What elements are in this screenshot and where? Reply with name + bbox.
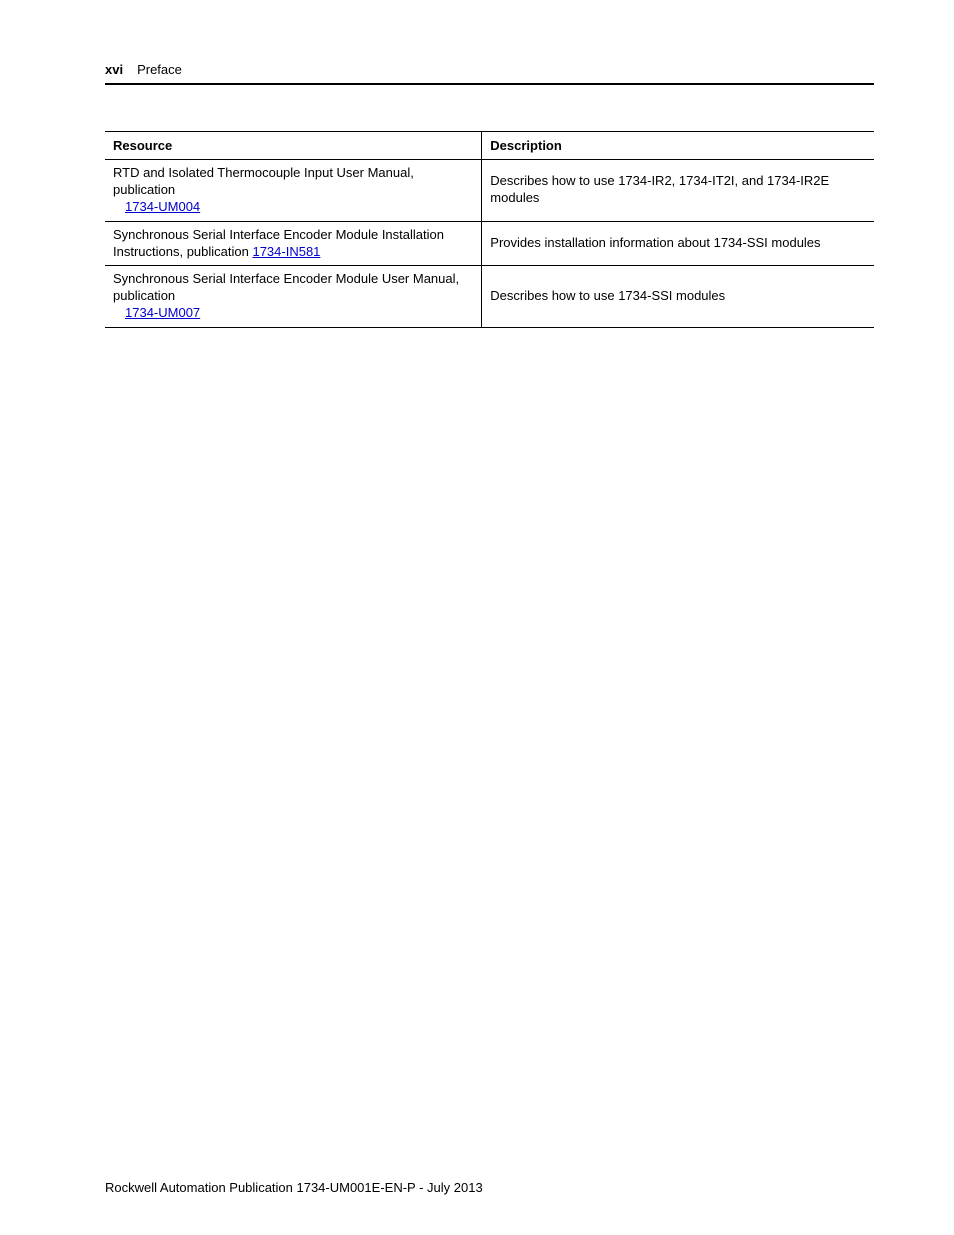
description-cell: Provides installation information about … xyxy=(482,221,874,266)
resource-link[interactable]: 1734-IN581 xyxy=(252,244,320,259)
page-footer: Rockwell Automation Publication 1734-UM0… xyxy=(105,1180,483,1195)
resource-link[interactable]: 1734-UM004 xyxy=(125,199,200,214)
page-header: xvi Preface xyxy=(105,62,874,77)
header-rule xyxy=(105,83,874,85)
col-resource: Resource xyxy=(105,132,482,160)
page-number: xvi xyxy=(105,62,123,77)
resource-text: Synchronous Serial Interface Encoder Mod… xyxy=(113,271,459,303)
description-cell: Describes how to use 1734-IR2, 1734-IT2I… xyxy=(482,160,874,222)
resource-cell: Synchronous Serial Interface Encoder Mod… xyxy=(105,221,482,266)
col-description: Description xyxy=(482,132,874,160)
resource-cell: RTD and Isolated Thermocouple Input User… xyxy=(105,160,482,222)
resource-text: RTD and Isolated Thermocouple Input User… xyxy=(113,165,414,197)
table-row: Synchronous Serial Interface Encoder Mod… xyxy=(105,221,874,266)
table-row: Synchronous Serial Interface Encoder Mod… xyxy=(105,266,874,328)
resources-table: Resource Description RTD and Isolated Th… xyxy=(105,131,874,328)
section-title: Preface xyxy=(137,62,182,77)
resource-link[interactable]: 1734-UM007 xyxy=(125,305,200,320)
resource-cell: Synchronous Serial Interface Encoder Mod… xyxy=(105,266,482,328)
table-row: RTD and Isolated Thermocouple Input User… xyxy=(105,160,874,222)
description-cell: Describes how to use 1734-SSI modules xyxy=(482,266,874,328)
table-header-row: Resource Description xyxy=(105,132,874,160)
